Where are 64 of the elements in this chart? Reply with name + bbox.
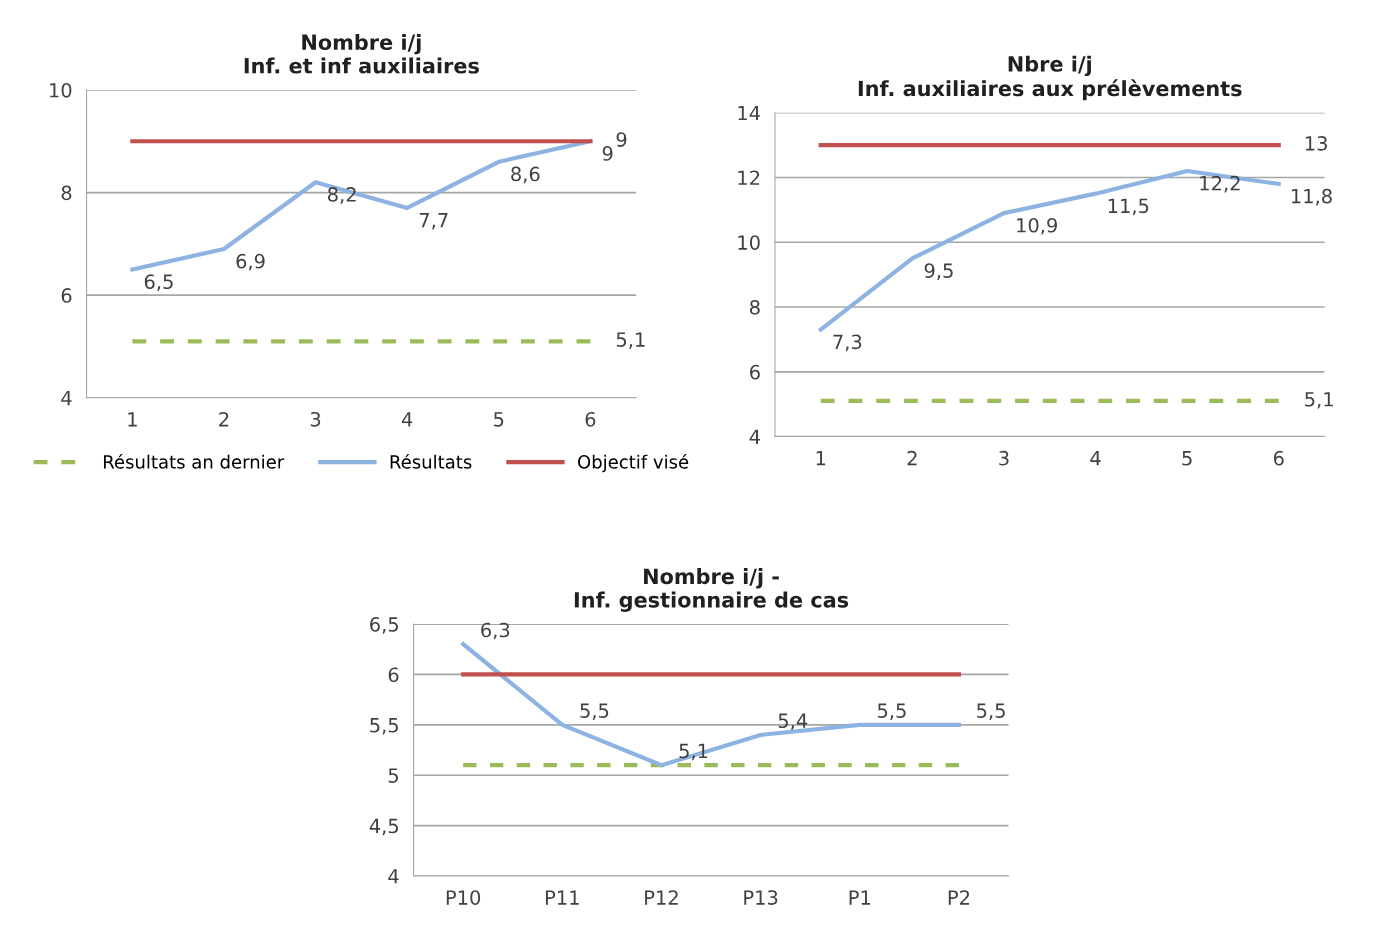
data-label: 5,1	[1305, 392, 1333, 409]
y-tick-label: 6	[388, 667, 399, 683]
x-tick-label: 3	[310, 411, 321, 427]
y-tick-label: 12	[738, 170, 760, 185]
legend-label: Objectif visé	[578, 454, 689, 473]
line-series	[818, 168, 1281, 332]
data-label: 6,5	[144, 274, 173, 292]
data-label: 8,6	[511, 166, 540, 184]
y-tick-label: 8	[61, 185, 72, 201]
data-label: 11,8	[1291, 188, 1332, 206]
x-tick-label: P13	[744, 890, 778, 905]
x-tick-label: P12	[645, 890, 678, 905]
data-label: 9	[602, 146, 613, 161]
y-tick-label: 6	[750, 364, 760, 380]
y-tick-label: 4	[388, 869, 399, 884]
x-tick-label: P11	[545, 890, 579, 905]
data-label: 6,9	[236, 253, 265, 271]
data-label: 5,5	[977, 703, 1005, 720]
y-tick-label: 4	[61, 390, 72, 406]
data-label: 5,1	[616, 332, 645, 349]
data-label: 13	[1305, 136, 1327, 151]
data-label: 9	[616, 132, 627, 147]
data-label: 6,3	[481, 622, 510, 640]
data-label: 9,5	[924, 263, 953, 280]
y-tick-label: 4	[749, 429, 760, 444]
line-series	[461, 642, 962, 768]
chart-title: Nombre i/j - Inf. gestionnaire de cas	[574, 568, 849, 612]
data-label: 7,3	[833, 334, 862, 352]
y-tick-label: 5,5	[370, 718, 398, 735]
legend-label: Résultats an dernier	[103, 454, 285, 469]
data-label: 12,2	[1200, 175, 1240, 193]
line-series	[130, 139, 593, 272]
data-label: 5,5	[580, 703, 609, 720]
x-tick-label: P10	[446, 890, 481, 905]
y-tick-label: 10	[50, 82, 72, 98]
x-tick-label: 4	[401, 412, 413, 427]
x-tick-label: P2	[948, 890, 970, 905]
chart-title: Nombre i/j Inf. et inf auxiliaires	[244, 33, 479, 74]
y-tick-label: 6,5	[370, 617, 398, 634]
data-label: 10,9	[1017, 217, 1057, 235]
y-tick-label: 5	[388, 768, 398, 783]
x-tick-label: 6	[1273, 450, 1284, 466]
data-label: 11,5	[1108, 198, 1149, 216]
x-tick-label: 5	[1182, 451, 1192, 466]
y-tick-label: 4,5	[369, 818, 398, 836]
y-tick-label: 10	[738, 235, 760, 250]
x-tick-label: 1	[816, 451, 826, 466]
data-label: 5,4	[778, 713, 808, 731]
chart-title: Nbre i/j Inf. auxiliaires aux prélèvements	[858, 55, 1242, 101]
legend-label: Résultats	[390, 454, 472, 469]
y-tick-label: 6	[61, 288, 72, 303]
x-tick-label: 1	[128, 412, 137, 427]
y-tick-label: 8	[749, 299, 760, 315]
x-tick-label: 5	[494, 412, 504, 427]
x-tick-label: 2	[219, 411, 229, 427]
data-label: 8,2	[327, 187, 356, 204]
x-tick-label: 4	[1090, 451, 1101, 466]
y-tick-label: 14	[738, 105, 760, 121]
x-tick-label: P1	[849, 890, 871, 905]
x-tick-label: 6	[585, 411, 596, 427]
x-tick-label: 3	[999, 450, 1009, 466]
data-label: 7,7	[419, 213, 448, 230]
x-tick-label: 2	[907, 450, 917, 466]
data-label: 5,5	[877, 703, 906, 720]
